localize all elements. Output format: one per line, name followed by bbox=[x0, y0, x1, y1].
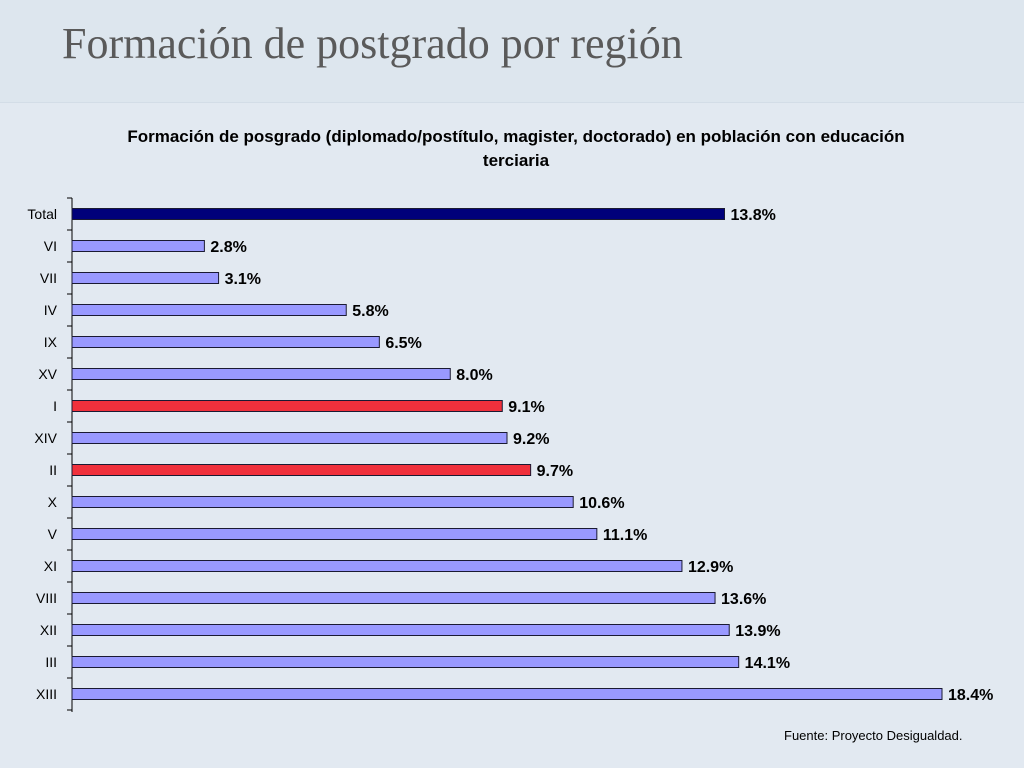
y-tick-label: VI bbox=[44, 238, 57, 254]
bar bbox=[71, 272, 220, 284]
y-tick-label: XV bbox=[38, 366, 57, 382]
bar bbox=[71, 432, 508, 444]
data-label: 11.1% bbox=[603, 527, 647, 544]
bar bbox=[71, 656, 740, 668]
bar bbox=[71, 592, 716, 604]
y-tick-label: I bbox=[53, 398, 57, 414]
y-tick-label: X bbox=[48, 494, 58, 510]
data-label: 10.6% bbox=[579, 495, 624, 512]
y-tick-label: Total bbox=[27, 206, 57, 222]
y-tick-label: XIV bbox=[34, 430, 57, 446]
y-tick-label: V bbox=[48, 526, 58, 542]
data-label: 12.9% bbox=[688, 559, 733, 576]
y-tick-label: VIII bbox=[36, 590, 57, 606]
data-label: 14.1% bbox=[745, 655, 790, 672]
bar bbox=[71, 368, 451, 380]
data-label: 3.1% bbox=[225, 271, 261, 288]
data-label: 18.4% bbox=[948, 687, 993, 704]
source-note: Fuente: Proyecto Desigualdad. bbox=[784, 728, 963, 743]
data-label: 9.7% bbox=[537, 463, 573, 480]
y-tick-label: IX bbox=[44, 334, 58, 350]
data-label: 8.0% bbox=[456, 367, 492, 384]
data-label: 5.8% bbox=[352, 303, 388, 320]
data-label: 9.2% bbox=[513, 431, 549, 448]
bar bbox=[71, 688, 943, 700]
bar bbox=[71, 336, 380, 348]
data-label: 2.8% bbox=[210, 239, 246, 256]
data-label: 9.1% bbox=[508, 399, 544, 416]
bar bbox=[71, 208, 725, 220]
data-label: 13.8% bbox=[731, 207, 776, 224]
bar bbox=[71, 560, 683, 572]
chart-title: Formación de posgrado (diplomado/postítu… bbox=[127, 127, 905, 170]
y-tick-label: XIII bbox=[36, 686, 57, 702]
y-tick-label: XII bbox=[40, 622, 57, 638]
bar bbox=[71, 528, 598, 540]
slide-title: Formación de postgrado por región bbox=[62, 19, 683, 68]
y-tick-label: IV bbox=[44, 302, 58, 318]
y-tick-label: II bbox=[49, 462, 57, 478]
bar bbox=[71, 464, 532, 476]
bar bbox=[71, 496, 574, 508]
data-label: 13.9% bbox=[735, 623, 780, 640]
header-band bbox=[0, 0, 1024, 103]
data-label: 13.6% bbox=[721, 591, 766, 608]
bar bbox=[71, 624, 730, 636]
bar bbox=[71, 240, 205, 252]
y-tick-label: III bbox=[45, 654, 57, 670]
bar bbox=[71, 304, 347, 316]
bar bbox=[71, 400, 503, 412]
data-label: 6.5% bbox=[385, 335, 421, 352]
y-tick-label: VII bbox=[40, 270, 57, 286]
y-tick-label: XI bbox=[44, 558, 57, 574]
